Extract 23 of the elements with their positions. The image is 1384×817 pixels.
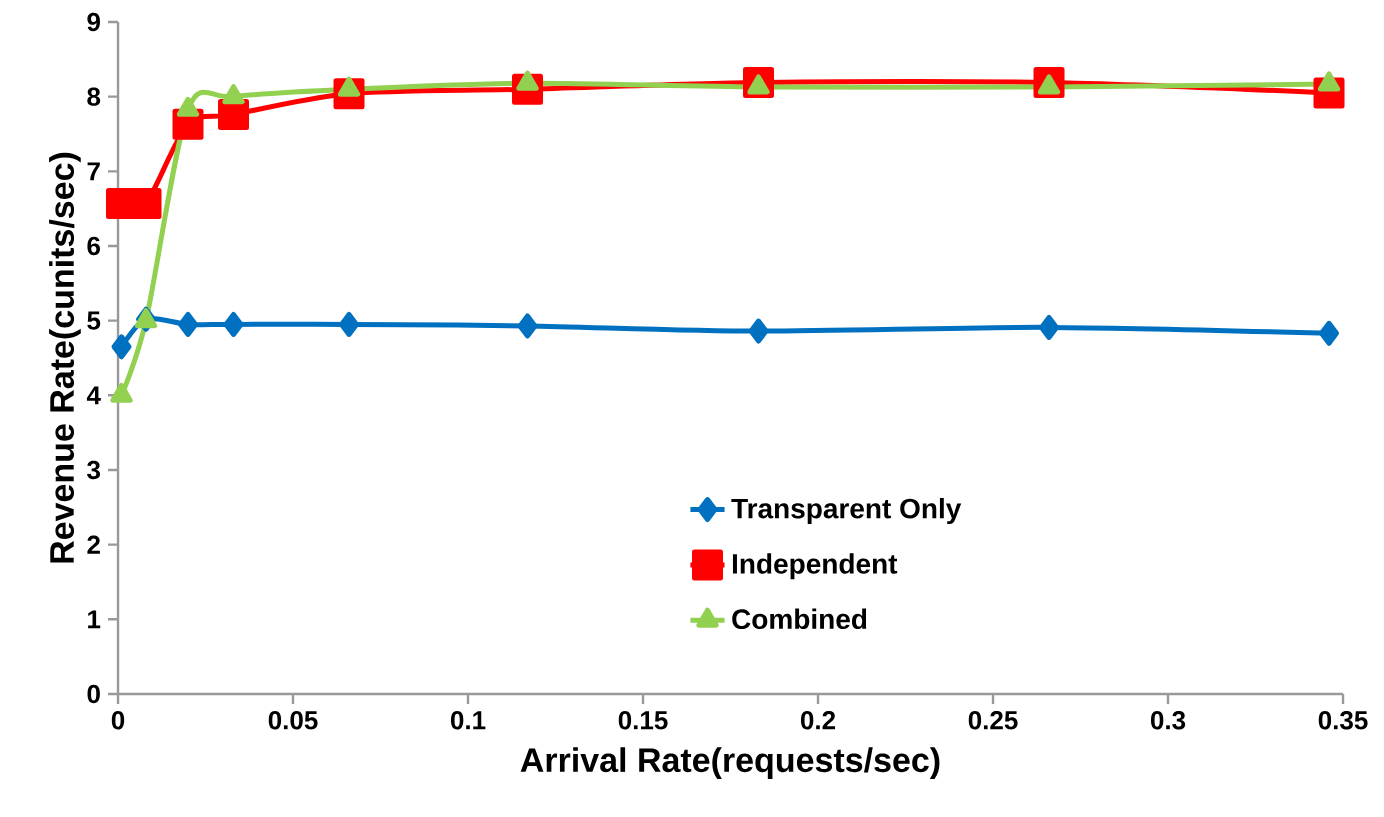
x-tick-label: 0.2 — [800, 711, 836, 730]
y-tick-label: 4 — [86, 386, 101, 405]
y-tick-label: 6 — [87, 236, 100, 256]
y-tick-label: 9 — [87, 12, 100, 32]
x-tick-label: 0.1 — [450, 711, 486, 730]
y-tick-label: 1 — [88, 610, 101, 629]
y-tick-label: 7 — [87, 162, 100, 181]
x-tick-label: 0.25 — [968, 711, 1018, 730]
legend-label: Combined — [732, 608, 867, 630]
x-tick-label: 0 — [111, 711, 125, 730]
legend-label: Transparent Only — [731, 497, 962, 525]
legend-label: Independent — [732, 553, 898, 580]
y-tick-label: 8 — [87, 87, 101, 106]
y-axis-title: Revenue Rate(cunits/sec) — [49, 152, 81, 563]
y-tick-label: 0 — [87, 684, 100, 704]
x-tick-label: 0.3 — [1150, 711, 1186, 730]
x-axis-title: Arrival Rate(requests/sec) — [520, 747, 940, 779]
y-tick-label: 3 — [87, 460, 100, 480]
y-tick-label: 5 — [87, 311, 101, 330]
x-tick-label: 0.05 — [268, 711, 318, 730]
y-tick-label: 2 — [87, 535, 100, 554]
x-tick-label: 0.35 — [1318, 711, 1368, 730]
x-tick-label: 0.15 — [618, 711, 668, 730]
